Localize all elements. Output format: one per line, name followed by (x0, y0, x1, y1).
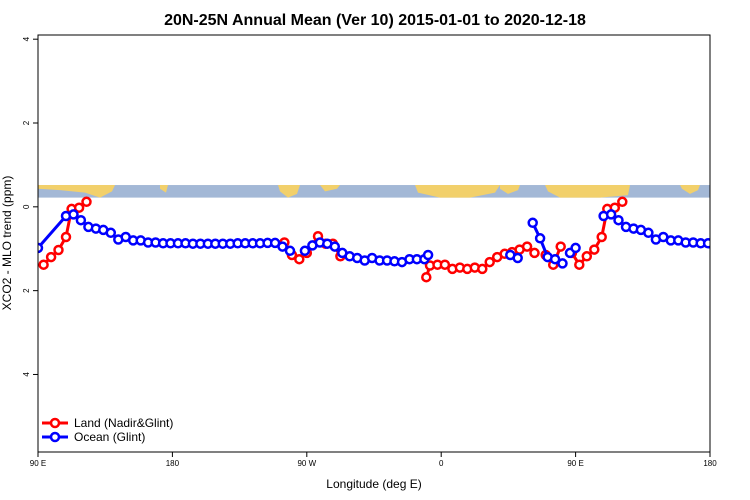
y-tick-label: 2 (22, 120, 31, 125)
map-land-2 (278, 185, 300, 198)
legend: Land (Nadir&Glint) Ocean (Glint) (42, 416, 173, 444)
series-land-point (529, 247, 540, 259)
series-land-point (421, 271, 432, 283)
x-axis: 90 E 180 90 W 0 90 E 180 (30, 452, 717, 468)
legend-marker-land (49, 417, 61, 429)
map-land-3 (320, 185, 340, 192)
series-ocean-point (512, 252, 523, 264)
series-land-point (45, 251, 57, 263)
world-map-strip (38, 185, 710, 198)
series-land-point (555, 241, 566, 252)
series-land-point (477, 263, 488, 275)
map-land-1 (160, 185, 168, 193)
y-axis-label: XCO2 - MLO trend (ppm) (0, 176, 14, 311)
series-ocean-point (299, 245, 311, 257)
legend-label-ocean: Ocean (Glint) (74, 430, 145, 444)
legend-marker-ocean (49, 431, 61, 443)
series-ocean-point (422, 249, 434, 261)
series-ocean-point (557, 258, 568, 269)
series-land-point (581, 251, 593, 262)
x-axis-label: Longitude (deg E) (326, 477, 421, 491)
series-ocean-point (284, 245, 296, 257)
series-land-point (38, 259, 49, 270)
x-tick-label: 90 E (30, 459, 46, 468)
series-ocean-point (38, 242, 44, 254)
series-land-point (53, 244, 64, 256)
x-tick-label: 90 W (297, 459, 316, 468)
series-land-point (521, 241, 533, 252)
x-tick-label: 0 (439, 459, 444, 468)
y-tick-label: 0 (22, 204, 31, 209)
x-tick-label: 90 E (567, 459, 583, 468)
series-ocean-point (75, 214, 87, 226)
map-land-6 (545, 185, 630, 198)
series-land-point (617, 196, 628, 208)
series-land-point (81, 196, 92, 208)
series-land-point (60, 231, 72, 243)
series-land-point (589, 244, 600, 255)
series-ocean-point (527, 217, 538, 229)
x-tick-label: 180 (703, 459, 717, 468)
series-layer (38, 196, 710, 283)
series-ocean-point (570, 242, 581, 254)
series-land-point (574, 259, 585, 270)
series-land-point (73, 202, 85, 213)
map-ocean (38, 185, 710, 198)
series-ocean-point (105, 227, 117, 239)
series-ocean-point (605, 209, 617, 220)
series-ocean-point (277, 241, 288, 252)
series-ocean-point (534, 233, 546, 244)
y-tick-label: 2 (22, 288, 31, 293)
chart-title: 20N-25N Annual Mean (Ver 10) 2015-01-01 … (164, 12, 586, 29)
y-tick-label: 4 (22, 36, 31, 41)
series-land-point (439, 259, 451, 270)
y-axis: 4 2 0 2 4 (22, 36, 38, 377)
series-land-point (596, 231, 607, 243)
series-ocean-point (613, 214, 624, 226)
series-land-point (484, 256, 495, 268)
map-land-4 (415, 185, 500, 198)
y-tick-label: 4 (22, 372, 31, 377)
series-ocean-point (702, 238, 710, 249)
series-ocean-point (68, 209, 79, 220)
series-land-point (294, 253, 305, 265)
series-ocean-point (643, 227, 654, 239)
map-land-7 (680, 185, 700, 194)
plot-frame (37, 34, 711, 453)
legend-label-land: Land (Nadir&Glint) (74, 416, 173, 430)
series-ocean (38, 209, 710, 269)
series-ocean-point (329, 241, 341, 252)
map-land-5 (500, 185, 520, 194)
map-land-0 (38, 185, 115, 198)
x-tick-label: 180 (166, 459, 180, 468)
series-ocean-point (549, 253, 561, 265)
